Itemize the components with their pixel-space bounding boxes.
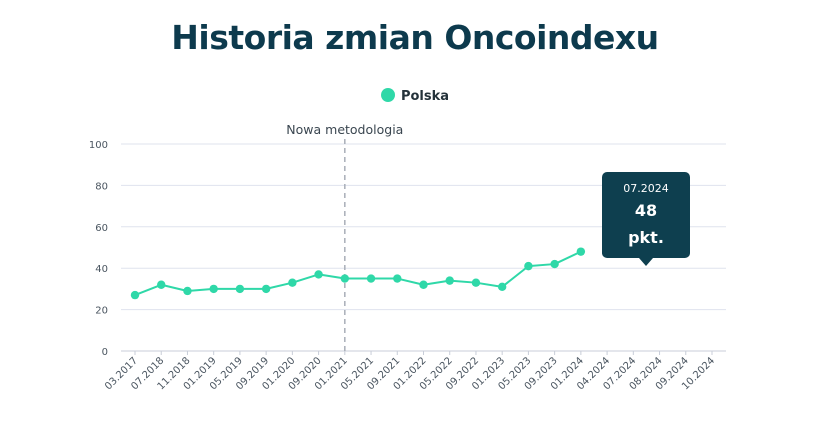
data-point[interactable] [497, 282, 507, 292]
legend[interactable]: Polska [0, 88, 830, 104]
data-point[interactable] [576, 247, 586, 256]
data-point[interactable] [157, 280, 166, 289]
y-tick-label: 60 [95, 223, 108, 234]
data-point[interactable] [235, 284, 245, 294]
tooltip-pointer [639, 258, 653, 266]
page-title: Historia zmian Oncoindexu [171, 18, 659, 57]
legend-marker [380, 88, 395, 102]
tooltip-unit: pkt. [628, 228, 664, 247]
y-tick-label: 0 [102, 347, 108, 358]
data-point[interactable] [471, 278, 481, 287]
data-point[interactable] [314, 270, 323, 279]
y-tick-label: 100 [89, 140, 108, 151]
data-point[interactable] [524, 261, 533, 271]
data-point[interactable] [445, 276, 454, 285]
data-point[interactable] [288, 278, 297, 287]
data-point[interactable] [130, 290, 140, 300]
tooltip-box [602, 172, 690, 258]
tooltip-value: 48 [635, 201, 657, 220]
data-point[interactable] [340, 274, 350, 283]
data-point[interactable] [183, 286, 192, 296]
tooltip-date: 07.2024 [623, 182, 669, 195]
data-point[interactable] [419, 280, 428, 289]
annotation-label: Nowa metodologia [286, 122, 403, 137]
series-line-polska [134, 250, 582, 297]
y-tick-label: 80 [95, 181, 108, 192]
y-tick-label: 20 [95, 306, 108, 317]
data-point[interactable] [550, 259, 559, 269]
data-point[interactable] [366, 274, 376, 283]
legend-label: Polska [400, 89, 450, 104]
data-point[interactable] [209, 284, 218, 294]
data-point[interactable] [393, 274, 402, 283]
y-tick-label: 40 [95, 264, 108, 275]
data-point[interactable] [261, 284, 271, 294]
